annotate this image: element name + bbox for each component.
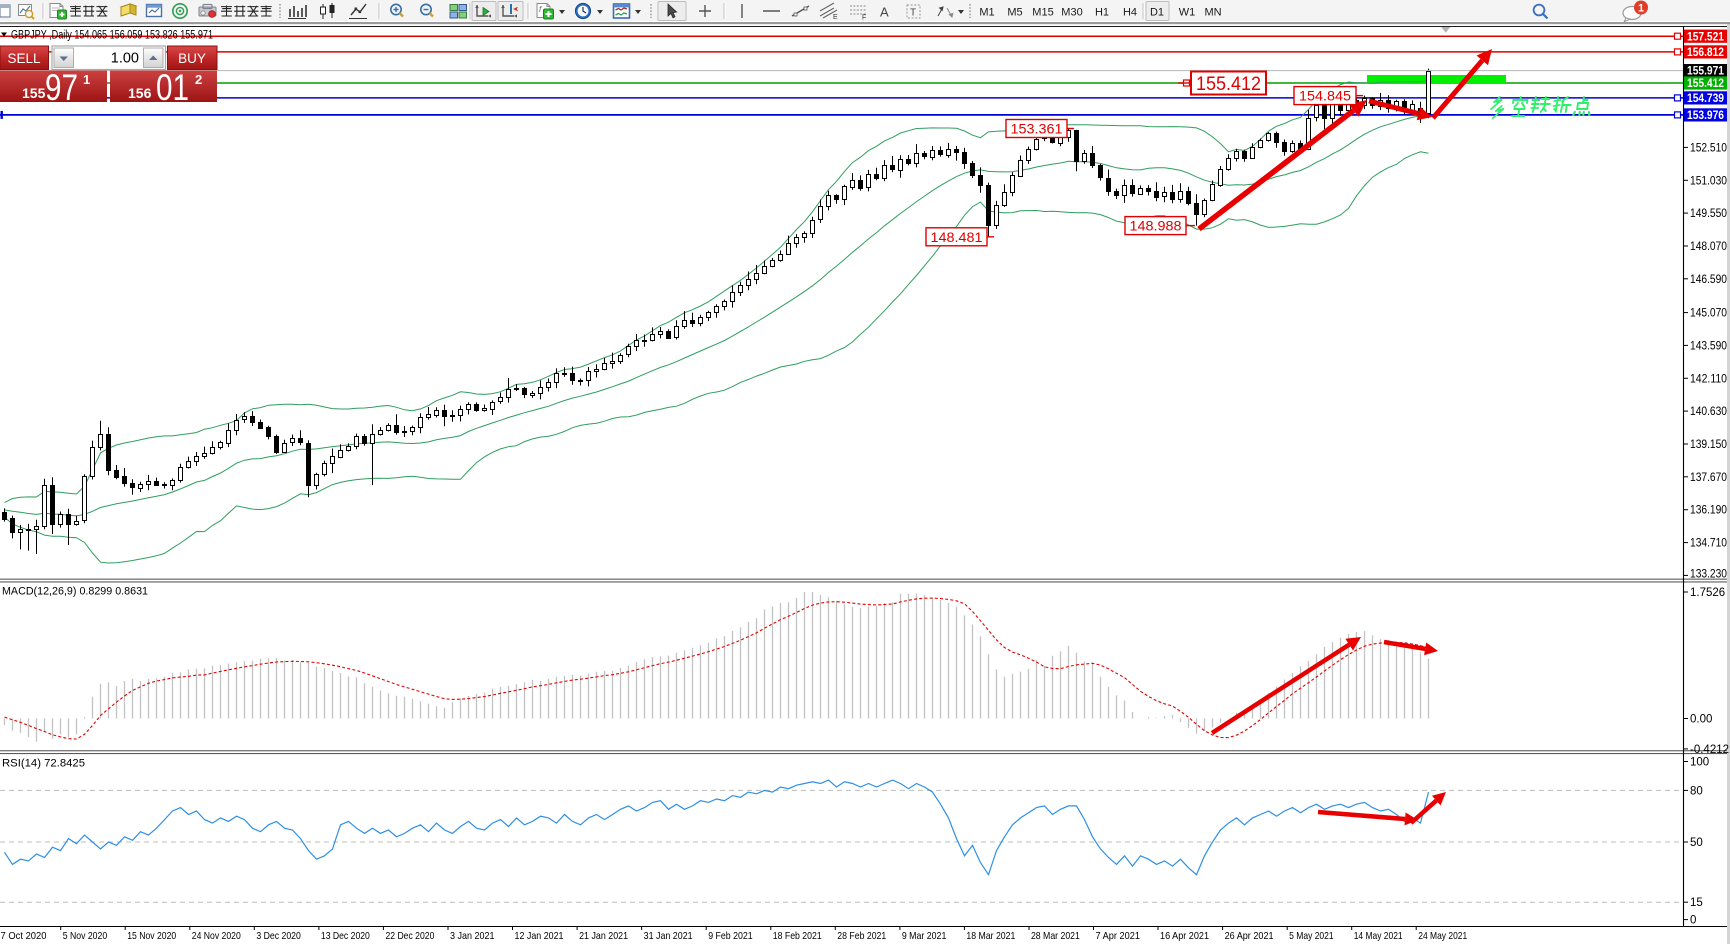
svg-text:28 Feb 2021: 28 Feb 2021	[837, 930, 886, 942]
svg-text:9 Feb 2021: 9 Feb 2021	[708, 930, 753, 942]
svg-text:148.481: 148.481	[931, 229, 983, 245]
svg-text:156.812: 156.812	[1687, 47, 1724, 59]
svg-text:145.070: 145.070	[1690, 308, 1727, 320]
svg-text:D1: D1	[1150, 7, 1164, 19]
svg-text:139.150: 139.150	[1690, 439, 1727, 451]
svg-text:134.710: 134.710	[1690, 538, 1727, 550]
svg-text:15 Nov 2020: 15 Nov 2020	[127, 930, 176, 942]
svg-text:155.412: 155.412	[1196, 74, 1261, 95]
svg-text:153.976: 153.976	[1687, 110, 1724, 122]
svg-text:140.630: 140.630	[1690, 406, 1727, 418]
svg-text:1: 1	[1638, 3, 1644, 15]
svg-text:31 Jan 2021: 31 Jan 2021	[644, 930, 693, 942]
svg-text:142.110: 142.110	[1690, 373, 1727, 385]
svg-text:F: F	[862, 15, 866, 22]
svg-text:18 Mar 2021: 18 Mar 2021	[966, 930, 1015, 942]
svg-text:RSI(14) 72.8425: RSI(14) 72.8425	[2, 758, 85, 770]
svg-text:SELL: SELL	[7, 51, 41, 66]
svg-text:A: A	[880, 5, 889, 20]
svg-text:21 Jan 2021: 21 Jan 2021	[579, 930, 628, 942]
svg-text:H4: H4	[1123, 7, 1137, 19]
svg-text:1.00: 1.00	[111, 51, 139, 67]
svg-text:136.190: 136.190	[1690, 505, 1727, 517]
svg-text:0: 0	[1690, 915, 1696, 927]
svg-text:22 Dec 2020: 22 Dec 2020	[385, 930, 434, 942]
svg-text:E: E	[833, 14, 838, 21]
svg-text:M15: M15	[1032, 7, 1053, 19]
svg-text:143.590: 143.590	[1690, 340, 1727, 352]
svg-text:151.030: 151.030	[1690, 175, 1727, 187]
svg-text:18 Feb 2021: 18 Feb 2021	[773, 930, 822, 942]
svg-text:M30: M30	[1061, 7, 1082, 19]
svg-text:MACD(12,26,9) 0.8299 0.8631: MACD(12,26,9) 0.8299 0.8631	[2, 586, 148, 598]
svg-text:M5: M5	[1007, 7, 1022, 19]
svg-text:16 Apr 2021: 16 Apr 2021	[1160, 930, 1209, 942]
svg-text:26 Apr 2021: 26 Apr 2021	[1225, 930, 1274, 942]
svg-text:GBPJPY ,Daily 154.065 156.059: GBPJPY ,Daily 154.065 156.059 153.826 15…	[11, 30, 213, 42]
svg-text:157.521: 157.521	[1687, 31, 1725, 43]
svg-text:155.971: 155.971	[1687, 66, 1725, 78]
svg-text:3 Jan 2021: 3 Jan 2021	[450, 930, 495, 942]
svg-text:148.988: 148.988	[1130, 218, 1182, 234]
svg-text:BUY: BUY	[178, 51, 206, 66]
svg-text:13 Dec 2020: 13 Dec 2020	[321, 930, 370, 942]
svg-text:1.7526: 1.7526	[1690, 587, 1725, 599]
svg-text:80: 80	[1690, 785, 1703, 797]
svg-text:148.070: 148.070	[1690, 241, 1727, 253]
svg-text:153.361: 153.361	[1011, 121, 1063, 137]
svg-text:154.739: 154.739	[1687, 93, 1724, 105]
svg-text:12 Jan 2021: 12 Jan 2021	[515, 930, 564, 942]
svg-text:152.510: 152.510	[1690, 142, 1727, 154]
svg-text:-0.4212: -0.4212	[1690, 744, 1729, 756]
svg-text:2: 2	[195, 72, 202, 87]
svg-text:5 May 2021: 5 May 2021	[1289, 930, 1334, 942]
svg-text:01: 01	[156, 67, 189, 108]
svg-text:149.550: 149.550	[1690, 208, 1727, 220]
svg-text:1: 1	[83, 72, 90, 87]
svg-text:3 Dec 2020: 3 Dec 2020	[256, 930, 301, 942]
svg-text:156: 156	[128, 85, 152, 101]
svg-text:146.590: 146.590	[1690, 274, 1727, 286]
svg-text:9 Mar 2021: 9 Mar 2021	[902, 930, 947, 942]
svg-text:24 May 2021: 24 May 2021	[1418, 930, 1467, 942]
svg-text:T: T	[910, 8, 916, 19]
svg-text:137.670: 137.670	[1690, 472, 1727, 484]
svg-text:M1: M1	[979, 7, 994, 19]
svg-text:5 Nov 2020: 5 Nov 2020	[63, 930, 108, 942]
svg-text:50: 50	[1690, 837, 1703, 849]
svg-text:97: 97	[45, 67, 78, 108]
svg-text:100: 100	[1690, 757, 1709, 769]
svg-text:MN: MN	[1204, 7, 1221, 19]
svg-text:133.230: 133.230	[1690, 569, 1727, 581]
svg-text:155: 155	[22, 85, 46, 101]
svg-text:28 Mar 2021: 28 Mar 2021	[1031, 930, 1080, 942]
svg-text:f: f	[539, 5, 542, 14]
svg-text:7 Apr 2021: 7 Apr 2021	[1096, 930, 1141, 942]
svg-text:14 May 2021: 14 May 2021	[1354, 930, 1403, 942]
svg-text:7 Oct 2020: 7 Oct 2020	[1, 930, 47, 942]
svg-text:155.412: 155.412	[1687, 78, 1724, 90]
svg-text:H1: H1	[1095, 7, 1109, 19]
svg-text:24 Nov 2020: 24 Nov 2020	[192, 930, 241, 942]
svg-text:0.00: 0.00	[1690, 714, 1712, 726]
svg-text:154.845: 154.845	[1299, 88, 1351, 104]
svg-text:W1: W1	[1179, 7, 1196, 19]
svg-text:15: 15	[1690, 897, 1703, 909]
